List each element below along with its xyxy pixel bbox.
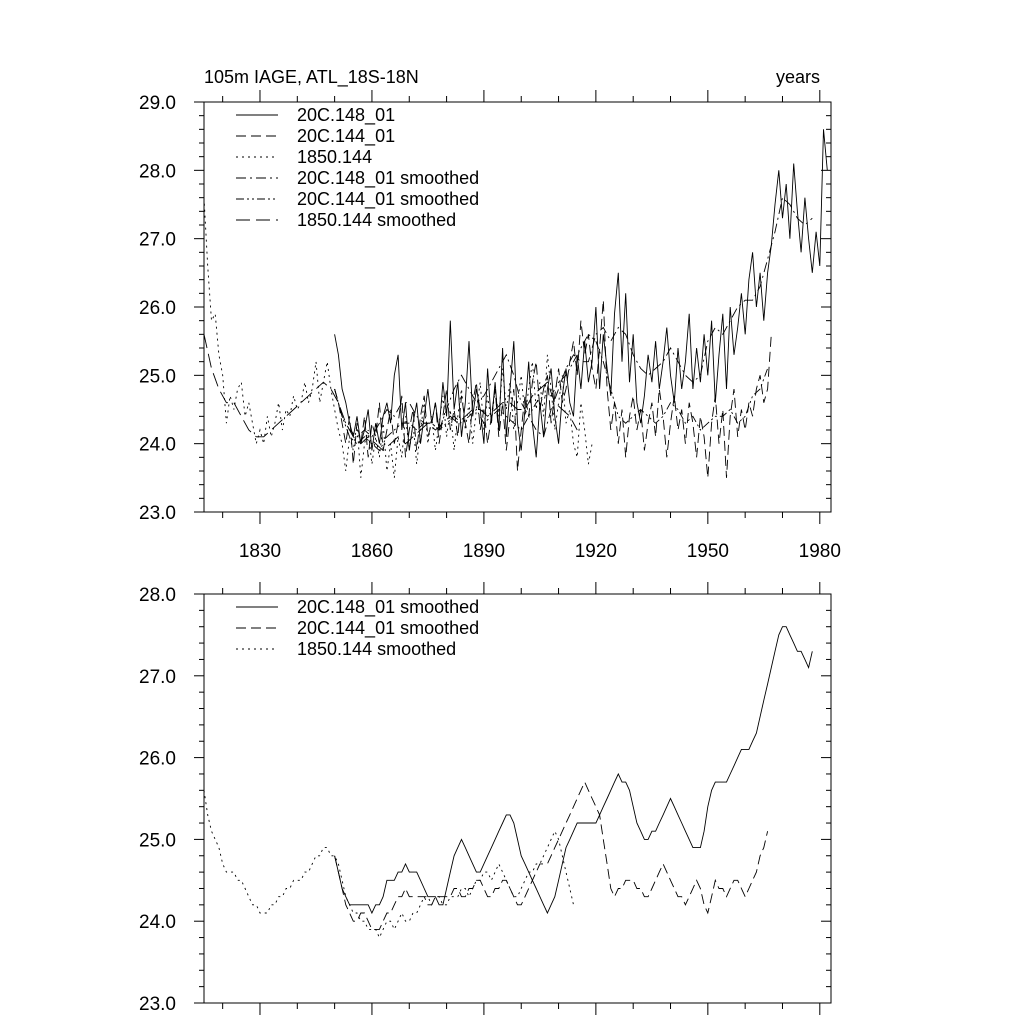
series-layer [203,129,828,478]
y-tick-label: 27.0 [139,667,176,688]
series-line-2 [334,300,772,478]
y-tick-label: 24.0 [139,912,176,933]
legend-label-6: 1850.144 smoothed [297,210,456,230]
series-line-3 [203,790,574,939]
y-tick-label: 23.0 [139,994,176,1015]
x-tick-label: 1950 [687,541,729,562]
x-tick-label: 1860 [351,541,393,562]
axis-layer: 23.0 24.0 25.0 26.0 27.0 28.0 [139,582,832,1015]
series-line-1 [334,626,813,915]
y-tick-label: 29.0 [139,93,176,114]
y-tick-label: 25.0 [139,366,176,387]
panel-right-title: years [776,67,820,87]
y-tick-label: 28.0 [139,585,176,606]
series-line-4 [334,196,813,438]
series-line-2 [334,781,769,930]
series-line-5 [334,333,769,452]
y-tick-label: 23.0 [139,503,176,524]
x-tick-label: 1890 [463,541,505,562]
legend-label-5: 20C.144_01 smoothed [297,189,479,210]
y-tick-label: 26.0 [139,298,176,319]
series-line-6 [203,334,578,452]
legend-label-2: 20C.144_01 [297,126,395,147]
axis-layer: 23.0 24.0 25.0 26.0 27.0 28.0 29.0 1830 1860 1890… [139,90,841,562]
legend-label-3: 1850.144 smoothed [297,639,456,659]
x-tick-label: 1830 [239,541,281,562]
panel-title: 105m IAGE, ATL_18S-18N [204,67,419,88]
legend-label-4: 20C.148_01 smoothed [297,168,479,189]
legend-label-3: 1850.144 [297,147,372,167]
top-panel: 105m IAGE, ATL_18S-18N years 23.0 24.0 25.… [139,67,841,562]
y-tick-label: 24.0 [139,435,176,456]
legend-label-1: 20C.148_01 [297,105,395,126]
plot-frame [203,593,832,1004]
y-tick-label: 25.0 [139,830,176,851]
legend-label-2: 20C.144_01 smoothed [297,618,479,639]
legend-label-1: 20C.148_01 smoothed [297,597,479,618]
series-line-1 [334,129,828,458]
y-tick-label: 27.0 [139,230,176,251]
y-tick-label: 28.0 [139,161,176,182]
series-layer [203,626,813,939]
x-tick-label: 1980 [799,541,841,562]
bottom-panel: 23.0 24.0 25.0 26.0 27.0 28.0 20C.148_01 smoo… [139,582,832,1015]
y-tick-label: 26.0 [139,749,176,770]
x-tick-label: 1920 [575,541,617,562]
